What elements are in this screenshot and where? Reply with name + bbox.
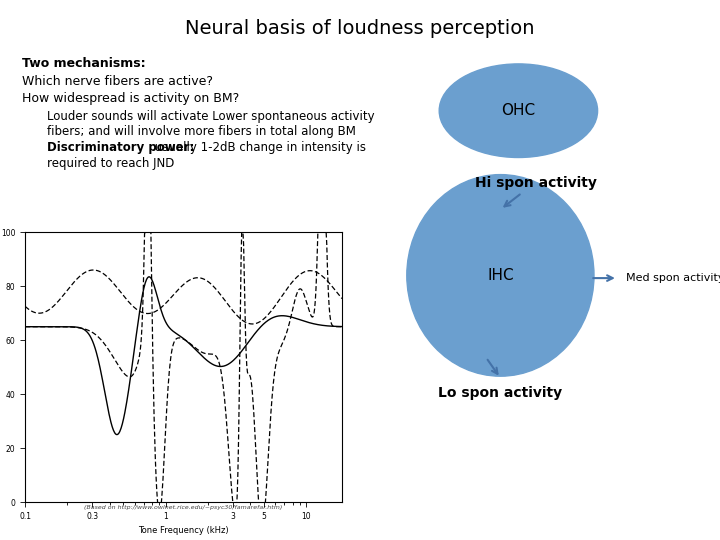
Text: fibers; and will involve more fibers in total along BM: fibers; and will involve more fibers in …	[47, 125, 356, 138]
Text: How widespread is activity on BM?: How widespread is activity on BM?	[22, 92, 239, 105]
Text: IHC: IHC	[487, 268, 513, 283]
Text: (Based on http://www.owlnet.rice.edu/~psyc30/famarefar.htm): (Based on http://www.owlnet.rice.edu/~ps…	[84, 505, 283, 510]
Text: Hi spon activity: Hi spon activity	[475, 176, 598, 190]
Text: required to reach JND: required to reach JND	[47, 157, 174, 170]
Text: Lo spon activity: Lo spon activity	[438, 386, 562, 400]
Ellipse shape	[407, 174, 594, 376]
Text: OHC: OHC	[501, 103, 536, 118]
Text: usually 1-2dB change in intensity is: usually 1-2dB change in intensity is	[151, 141, 366, 154]
Text: Louder sounds will activate Lower spontaneous activity: Louder sounds will activate Lower sponta…	[47, 110, 374, 123]
Text: Neural basis of loudness perception: Neural basis of loudness perception	[185, 19, 535, 38]
Text: Two mechanisms:: Two mechanisms:	[22, 57, 145, 70]
Text: Which nerve fibers are active?: Which nerve fibers are active?	[22, 75, 212, 87]
Text: Med spon activity: Med spon activity	[626, 273, 720, 283]
Ellipse shape	[439, 64, 598, 158]
Text: Discriminatory power:: Discriminatory power:	[47, 141, 194, 154]
X-axis label: Tone Frequency (kHz): Tone Frequency (kHz)	[138, 526, 229, 536]
